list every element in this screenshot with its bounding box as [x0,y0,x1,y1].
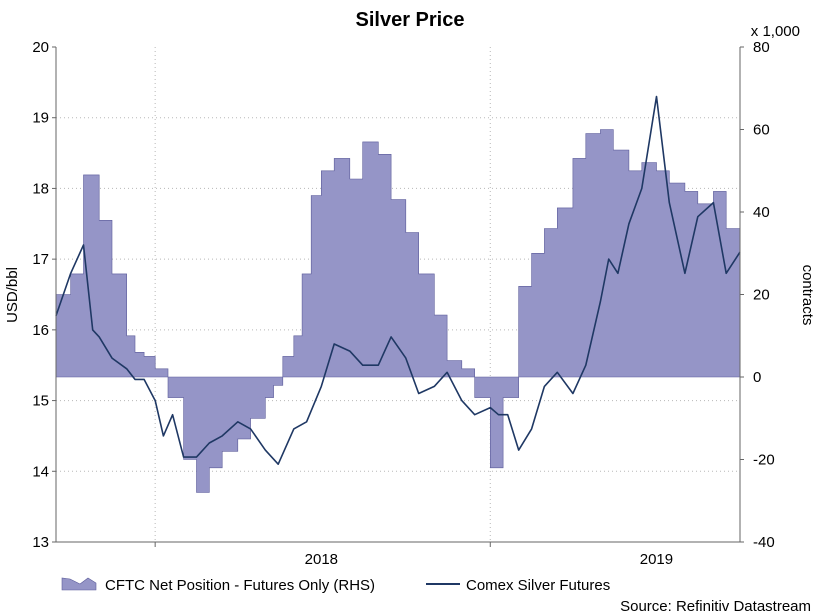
cftc-area-series [55,129,741,493]
left-axis-ticks: 13 14 15 16 17 18 19 20 [32,39,56,551]
right-axis-multiplier: x 1,000 [751,23,800,40]
left-tick-label: 20 [32,39,49,56]
legend-line-label: Comex Silver Futures [466,577,610,594]
legend-area-swatch [61,577,97,591]
right-tick-label: 0 [753,369,761,386]
comex-line-series [55,95,741,466]
source-note: Source: Refinitiv Datastream [620,598,811,615]
right-tick-label: 60 [753,122,770,139]
x-axis-ticks: 2018 2019 [154,542,673,568]
legend-area-label: CFTC Net Position - Futures Only (RHS) [105,577,375,594]
x-tick-label: 2018 [305,551,338,568]
left-tick-label: 16 [32,322,49,339]
left-tick-label: 14 [32,463,49,480]
right-axis-title: contracts [799,265,816,326]
legend: CFTC Net Position - Futures Only (RHS) C… [61,577,610,594]
chart-title: Silver Price [356,9,465,31]
right-tick-label: -20 [753,452,775,469]
right-tick-label: 40 [753,204,770,221]
right-axis-ticks: -40 -20 0 20 40 60 80 [740,39,775,551]
left-tick-label: 17 [32,251,49,268]
right-tick-label: 80 [753,39,770,56]
left-axis-title: USD/bbl [4,267,21,323]
left-tick-label: 15 [32,393,49,410]
right-tick-label: -40 [753,534,775,551]
right-tick-label: 20 [753,287,770,304]
x-tick-label: 2019 [640,551,673,568]
cftc-net-position-area [55,129,741,493]
left-tick-label: 18 [32,180,49,197]
left-tick-label: 13 [32,534,49,551]
left-tick-label: 19 [32,110,49,127]
comex-silver-futures-line [55,95,741,466]
